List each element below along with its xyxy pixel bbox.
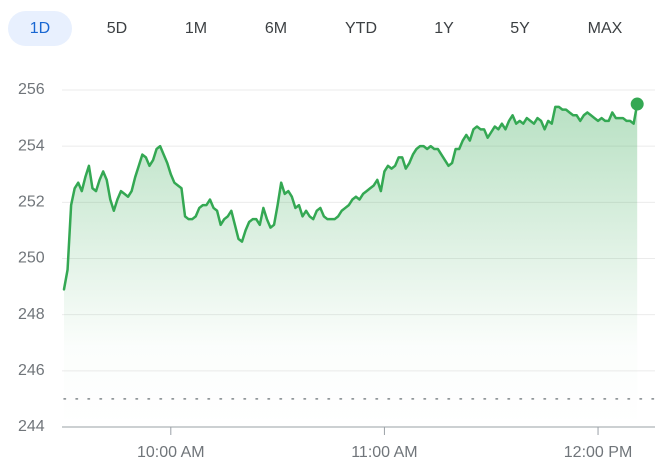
range-tab[interactable]: 5D (107, 20, 127, 37)
x-tick-label: 11:00 AM (351, 444, 417, 461)
y-tick-label: 256 (18, 81, 45, 98)
y-tick-label: 254 (18, 137, 45, 154)
range-tab[interactable]: 1Y (434, 20, 454, 37)
range-tab[interactable]: 5Y (510, 20, 530, 37)
y-tick-label: 248 (18, 306, 45, 323)
x-tick-label: 10:00 AM (137, 444, 205, 461)
y-tick-label: 244 (18, 418, 45, 435)
range-tab[interactable]: YTD (345, 20, 377, 37)
range-tab[interactable]: 6M (265, 20, 287, 37)
range-tab-highlight[interactable] (8, 11, 72, 46)
price-line (62, 102, 639, 291)
range-tab[interactable]: 1D (30, 20, 50, 37)
x-tick-label: 12:00 PM (564, 444, 632, 461)
range-tab[interactable]: 1M (185, 20, 207, 37)
last-price-dot (630, 97, 644, 111)
y-tick-label: 250 (18, 250, 45, 267)
range-tab[interactable]: MAX (588, 20, 623, 37)
y-tick-label: 252 (18, 194, 45, 211)
price-area (64, 104, 638, 427)
y-tick-label: 246 (18, 362, 45, 379)
